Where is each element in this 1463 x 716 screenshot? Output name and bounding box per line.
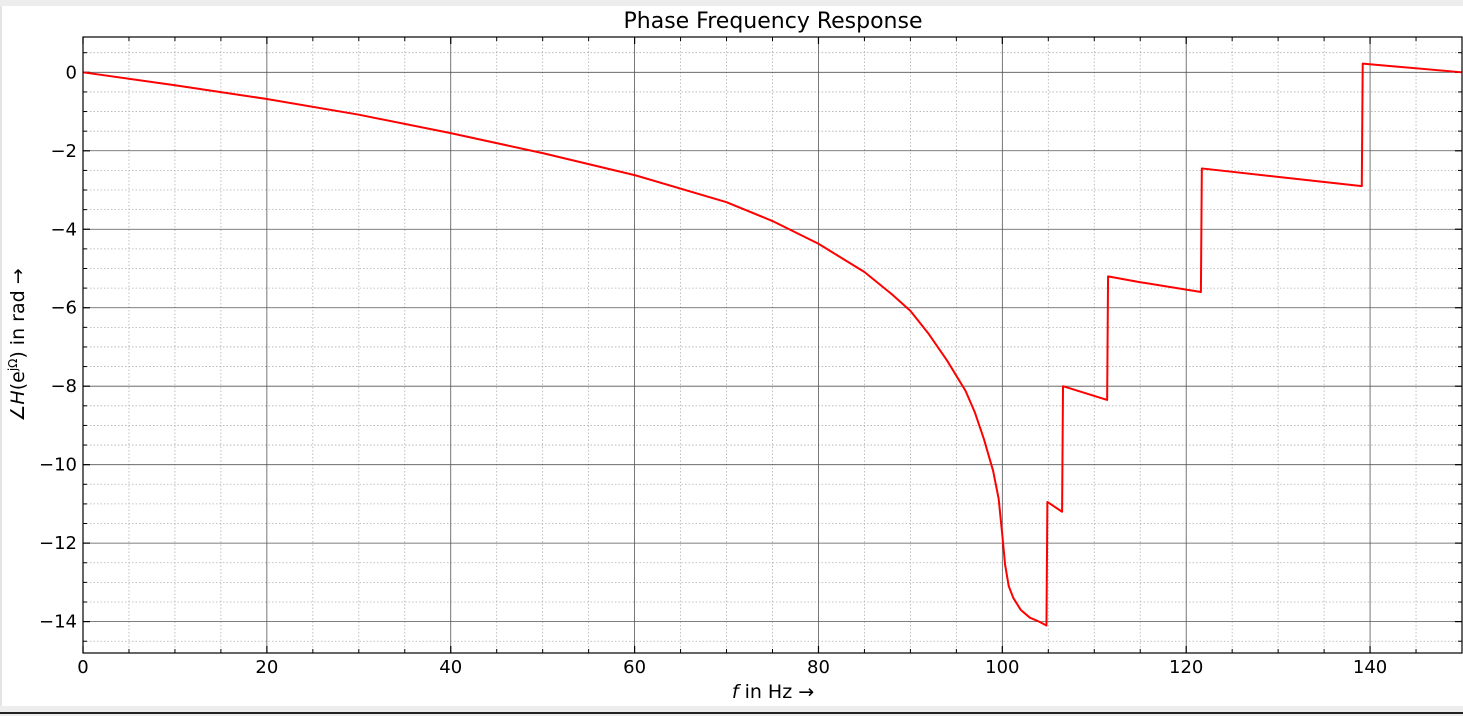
y-tick-label: −4 [50,219,77,240]
window-bottom-edge [0,712,1463,714]
x-tick-label: 20 [255,657,278,678]
y-tick-label: −2 [50,141,77,162]
y-tick-label: −10 [39,455,77,476]
x-tick-label: 60 [623,657,646,678]
x-tick-label: 140 [1353,657,1387,678]
y-tick-label: −8 [50,376,77,397]
x-axis-label: f in Hz → [732,681,814,703]
y-tick-label: −6 [50,298,77,319]
y-axis-label: ∠H(ejΩ) in rad → [6,268,29,421]
phase-series-line [82,62,1463,627]
y-tick-label: 0 [66,62,77,83]
minor-grid [83,37,1463,653]
chart-title: Phase Frequency Response [624,9,923,34]
x-tick-label: 0 [77,657,88,678]
window-bottom-strip [0,706,1463,716]
y-tick-label: −14 [39,612,77,633]
x-tick-label: 120 [1169,657,1203,678]
major-grid [82,37,1462,653]
x-tick-label: 100 [985,657,1019,678]
window-top-strip [0,0,1463,6]
x-tick-labels: 0 20 40 60 80 100 120 140 [77,657,1387,678]
y-tick-labels: 0 −2 −4 −6 −8 −10 −12 −14 [39,62,77,632]
x-tick-label: 40 [439,657,462,678]
plot-frame [82,36,1463,654]
y-tick-label: −12 [39,533,77,554]
window-left-edge [0,6,2,706]
x-tick-label: 80 [807,657,830,678]
